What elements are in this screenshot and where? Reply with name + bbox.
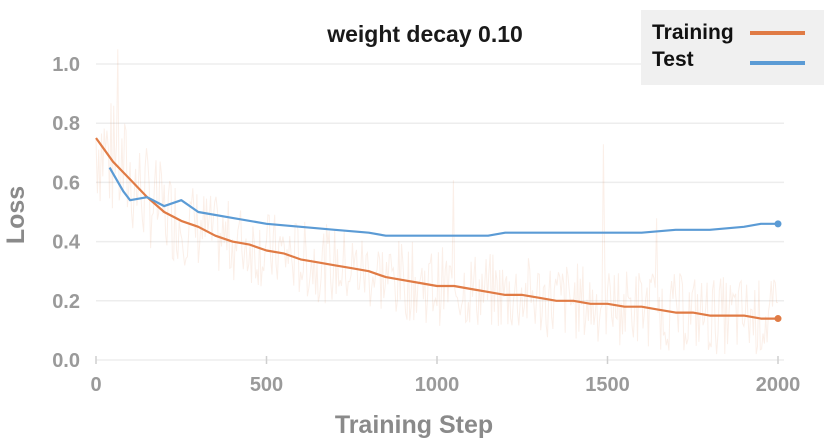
series-end-marker-training bbox=[774, 315, 782, 323]
x-tick-label: 500 bbox=[250, 374, 283, 396]
raw-training-noise bbox=[95, 49, 779, 355]
y-tick-label: 0.8 bbox=[52, 113, 80, 135]
grid bbox=[96, 63, 784, 361]
legend: Training Test bbox=[641, 10, 824, 85]
series-end-marker-test bbox=[774, 220, 782, 228]
x-tick-label: 1000 bbox=[415, 374, 460, 396]
legend-box bbox=[641, 10, 824, 85]
y-tick-label: 1.0 bbox=[52, 54, 80, 76]
chart-title: weight decay 0.10 bbox=[326, 21, 523, 47]
x-tick-label: 0 bbox=[90, 374, 101, 396]
x-tick-label: 2000 bbox=[756, 374, 801, 396]
series-line-training bbox=[95, 137, 778, 320]
x-axis-title: Training Step bbox=[335, 411, 493, 439]
training-noise-line bbox=[95, 49, 779, 355]
y-tick-label: 0.2 bbox=[52, 291, 80, 313]
legend-label-training: Training bbox=[652, 21, 734, 44]
series-line-test bbox=[108, 167, 778, 237]
y-axis-title: Loss bbox=[2, 186, 30, 244]
axes: 0.0 0.2 0.4 0.6 0.8 1.0 0 500 1000 1500 2000 bbox=[52, 54, 800, 396]
legend-label-test: Test bbox=[652, 48, 694, 71]
x-tick-label: 1500 bbox=[585, 374, 630, 396]
y-tick-label: 0.0 bbox=[52, 350, 80, 372]
series-lines bbox=[95, 137, 782, 323]
y-tick-label: 0.6 bbox=[52, 172, 80, 194]
y-tick-label: 0.4 bbox=[52, 232, 81, 254]
